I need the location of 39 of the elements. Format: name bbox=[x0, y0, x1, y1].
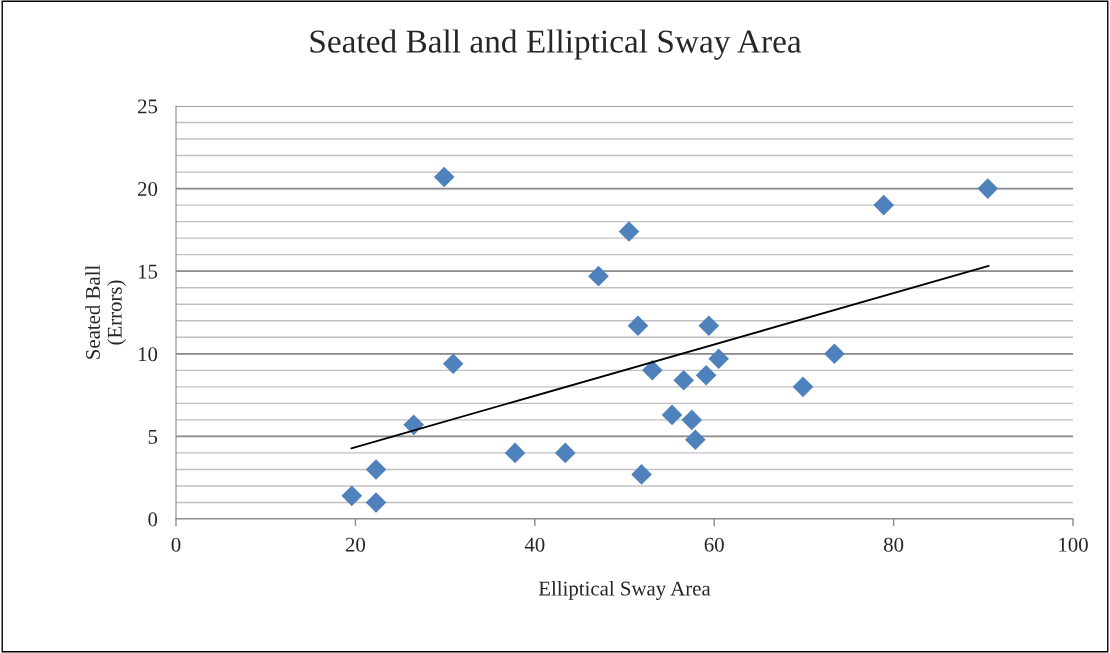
y-tick-label: 10 bbox=[138, 347, 158, 362]
x-tick-label: 60 bbox=[704, 537, 724, 552]
y-axis-title: Seated Ball (Errors) bbox=[85, 265, 126, 359]
point bbox=[685, 429, 706, 450]
point bbox=[824, 343, 845, 365]
point bbox=[661, 404, 683, 426]
chart-title: Seated Ball and Elliptical Sway Area bbox=[310, 29, 802, 60]
x-tick-label: 100 bbox=[1059, 537, 1088, 552]
point bbox=[792, 376, 814, 398]
x-tick-label: 80 bbox=[883, 537, 904, 552]
y-tick-label: 25 bbox=[138, 99, 158, 114]
point bbox=[977, 178, 999, 199]
point bbox=[642, 360, 663, 381]
point bbox=[873, 194, 895, 216]
point bbox=[442, 353, 464, 375]
y-tick-label: 0 bbox=[148, 512, 158, 527]
point bbox=[365, 459, 387, 480]
x-tick-label: 0 bbox=[171, 537, 181, 552]
x-tick-label: 20 bbox=[345, 537, 366, 552]
point bbox=[708, 348, 729, 370]
x-axis-title: Elliptical Sway Area bbox=[538, 580, 711, 600]
point bbox=[555, 442, 576, 464]
point bbox=[403, 414, 425, 436]
point bbox=[631, 464, 652, 485]
y-tick-label: 5 bbox=[148, 429, 158, 444]
y-tick-label: 20 bbox=[138, 181, 158, 197]
point bbox=[673, 369, 694, 391]
point bbox=[433, 166, 455, 188]
point bbox=[365, 492, 387, 513]
point bbox=[504, 442, 526, 464]
point bbox=[681, 409, 703, 431]
point bbox=[698, 315, 720, 337]
x-tick-label: 40 bbox=[524, 537, 545, 552]
point bbox=[618, 221, 640, 242]
y-tick-label: 15 bbox=[138, 264, 158, 279]
point bbox=[695, 364, 717, 386]
point bbox=[341, 485, 363, 507]
point bbox=[627, 315, 649, 337]
point bbox=[588, 265, 609, 287]
